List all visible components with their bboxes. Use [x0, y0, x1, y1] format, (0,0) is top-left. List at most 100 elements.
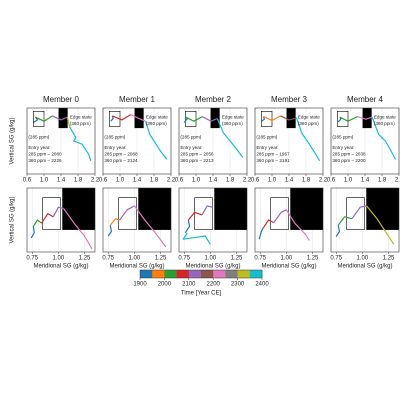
trajectory — [133, 205, 167, 248]
colorbar-tick-label: 2400 — [255, 282, 269, 288]
trajectory — [202, 116, 218, 122]
panel-title: Member 3 — [271, 95, 308, 104]
region-box — [185, 111, 197, 127]
x-tick-label: 1.00 — [53, 256, 65, 262]
annotation: Entry year: — [332, 145, 354, 150]
colorbar-tick-label: 2200 — [207, 282, 221, 288]
plot-area — [33, 108, 92, 161]
annotation: Edge state — [222, 114, 244, 119]
trajectory — [63, 208, 93, 250]
x-tick-label: 1.8 — [378, 178, 387, 184]
trajectory — [109, 218, 120, 226]
plot-area — [335, 188, 399, 245]
axes-frame — [102, 187, 172, 253]
x-tick-label: 1.0 — [40, 178, 49, 184]
trajectory — [185, 116, 203, 122]
x-tick-label: 1.25 — [307, 256, 319, 262]
annotation: Edge state — [146, 114, 168, 119]
x-tick-label: 2.2 — [167, 178, 176, 184]
x-tick-label: 1.00 — [281, 256, 293, 262]
annotation: Edge state — [298, 114, 320, 119]
trajectory — [285, 209, 310, 241]
region-box — [210, 108, 220, 129]
trajectory — [339, 116, 358, 122]
region-box — [194, 197, 213, 230]
x-tick-label: 1.4 — [285, 178, 294, 184]
annotation: 360 ppm – 2226 — [28, 158, 62, 163]
x-tick-label: 0.75 — [254, 256, 266, 262]
plot-area — [30, 188, 95, 250]
region-box — [42, 197, 61, 230]
colorbar-swatch — [225, 270, 238, 278]
annotation: (360 ppm) — [222, 121, 243, 126]
annotation: 360 ppm – 2124 — [104, 158, 138, 163]
plot-area — [337, 108, 397, 160]
annotation: 360 ppm – 2213 — [180, 158, 214, 163]
region-box — [366, 188, 399, 230]
x-tick-label: 1.25 — [231, 256, 243, 262]
annotation: 285 ppm – 2068 — [104, 151, 138, 156]
trajectory — [30, 226, 35, 239]
x-tick-label: 1.25 — [383, 256, 395, 262]
trajectory — [201, 205, 213, 216]
plot-area — [183, 108, 244, 158]
trajectory — [52, 115, 68, 121]
region-box — [337, 111, 349, 127]
x-tick-label: 1.4 — [209, 178, 218, 184]
axes-frame — [26, 107, 96, 175]
trajectory — [366, 205, 395, 245]
x-tick-label: 1.00 — [205, 256, 217, 262]
plot-area — [261, 108, 321, 162]
axes-frame — [330, 187, 400, 253]
x-tick-label: 1.0 — [268, 178, 277, 184]
x-tick-label: 0.6 — [99, 178, 108, 184]
trajectory — [296, 117, 321, 162]
x-tick-label: 0.6 — [251, 178, 260, 184]
x-tick-label: 0.75 — [330, 256, 342, 262]
colorbar-tick-label: 2000 — [158, 282, 172, 288]
trajectory — [182, 232, 211, 245]
trajectory — [351, 205, 367, 220]
trajectory — [261, 116, 265, 122]
annotation: (285 ppm) — [256, 134, 277, 139]
annotation: (285 ppm) — [332, 134, 353, 139]
region-box — [346, 197, 365, 230]
annotation: (285 ppm) — [180, 134, 201, 139]
axes-frame — [330, 107, 400, 175]
trajectory — [32, 219, 42, 227]
region-box — [261, 111, 273, 127]
annotation: (360 ppm) — [70, 121, 91, 126]
x-tick-label: 1.8 — [74, 178, 83, 184]
colorbar-frame — [139, 269, 263, 279]
x-tick-label: 1.4 — [57, 178, 66, 184]
y-axis-label: Vertical SG (g/kg) — [10, 117, 16, 164]
colorbar-swatch — [201, 270, 214, 278]
panel-title: Member 0 — [43, 95, 80, 104]
annotation: (285 ppm) — [104, 134, 125, 139]
trajectory — [262, 219, 275, 229]
panel-title: Member 1 — [119, 95, 156, 104]
trajectory — [273, 209, 287, 223]
x-tick-label: 0.6 — [23, 178, 32, 184]
region-box — [286, 108, 296, 129]
region-box — [138, 188, 171, 230]
annotation: Entry year: — [104, 145, 126, 150]
region-box — [290, 188, 323, 230]
x-axis-label: Meridional SG (g/kg) — [261, 264, 316, 270]
colorbar-label: Time [Year CE] — [181, 291, 222, 297]
axes-frame — [102, 107, 172, 175]
annotation: Edge state — [70, 114, 92, 119]
x-axis-label: Meridional SG (g/kg) — [109, 264, 164, 270]
annotation: (360 ppm) — [298, 121, 319, 126]
annotation: Entry year: — [28, 145, 50, 150]
trajectory — [68, 126, 92, 161]
annotation: (360 ppm) — [146, 121, 167, 126]
region-box — [62, 188, 95, 230]
annotation: (285 ppm) — [28, 134, 49, 139]
trajectory — [337, 216, 353, 226]
plot-area — [109, 108, 168, 160]
x-tick-label: 2.2 — [243, 178, 252, 184]
annotation: 360 ppm – 2191 — [256, 158, 290, 163]
colorbar-swatch — [164, 270, 177, 278]
axes-frame — [254, 187, 324, 253]
